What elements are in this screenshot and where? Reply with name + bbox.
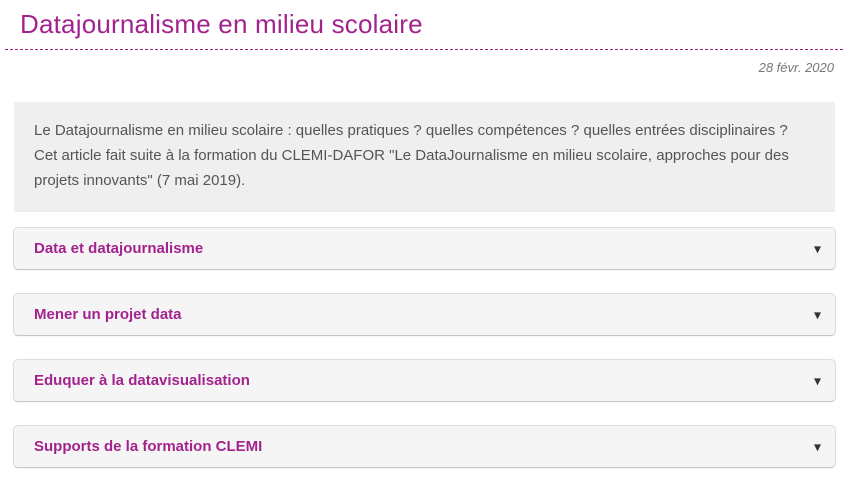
title-divider	[5, 49, 843, 50]
accordion: Data et datajournalisme ▾ Mener un proje…	[13, 227, 836, 468]
accordion-header-data-et-datajournalisme[interactable]: Data et datajournalisme ▾	[13, 227, 836, 270]
caret-down-icon: ▾	[813, 240, 821, 257]
caret-down-icon: ▾	[813, 438, 821, 455]
accordion-label: Eduquer à la datavisualisation	[34, 372, 250, 389]
caret-down-icon: ▾	[813, 306, 821, 323]
article-date: 28 févr. 2020	[758, 60, 834, 75]
accordion-header-mener-un-projet-data[interactable]: Mener un projet data ▾	[13, 293, 836, 336]
intro-box: Le Datajournalisme en milieu scolaire : …	[14, 102, 835, 212]
caret-down-icon: ▾	[813, 372, 821, 389]
intro-text: Le Datajournalisme en milieu scolaire : …	[34, 122, 789, 189]
accordion-label: Supports de la formation CLEMI	[34, 438, 263, 455]
accordion-label: Mener un projet data	[34, 306, 182, 323]
accordion-header-supports-de-la-formation-clemi[interactable]: Supports de la formation CLEMI ▾	[13, 425, 836, 468]
accordion-label: Data et datajournalisme	[34, 240, 204, 257]
page-title: Datajournalisme en milieu scolaire	[20, 9, 423, 39]
accordion-header-eduquer-a-la-datavisualisation[interactable]: Eduquer à la datavisualisation ▾	[13, 359, 836, 402]
